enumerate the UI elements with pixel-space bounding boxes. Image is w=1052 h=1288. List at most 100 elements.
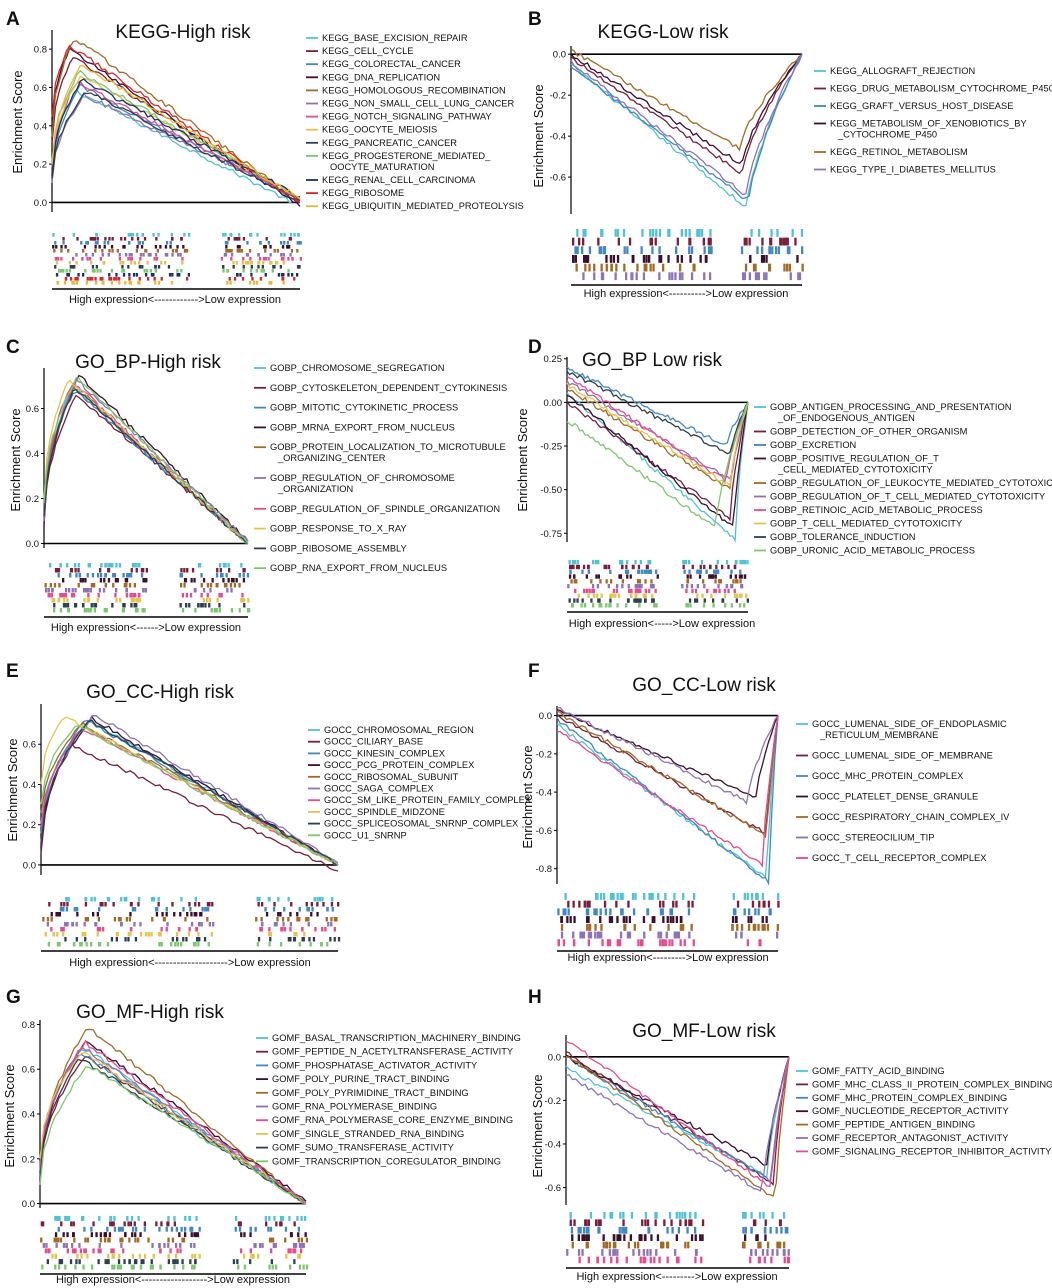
hit-tick xyxy=(316,897,319,902)
curve-h-4 xyxy=(565,1055,790,1197)
legend-label: _ORGANIZING_CENTER xyxy=(277,453,386,463)
hit-tick xyxy=(56,281,59,285)
hit-tick xyxy=(173,1216,176,1221)
hit-tick xyxy=(232,265,235,269)
hit-tick xyxy=(157,897,160,902)
hit-tick xyxy=(655,1249,658,1256)
hit-tick xyxy=(314,927,317,932)
legend-label: _CYTOCHROME_P450 xyxy=(837,130,937,140)
hit-tick xyxy=(150,1259,153,1265)
hit-tick xyxy=(736,923,739,931)
hit-tick xyxy=(294,1248,297,1254)
hit-tick xyxy=(596,593,599,598)
hit-tick xyxy=(577,1226,580,1234)
hit-tick xyxy=(91,265,95,269)
hit-tick xyxy=(280,927,283,932)
hit-tick xyxy=(637,584,640,589)
hit-tick xyxy=(230,233,233,237)
hit-tick xyxy=(173,912,176,917)
hit-tick xyxy=(76,277,79,281)
hit-tick xyxy=(147,932,150,937)
hit-tick xyxy=(567,584,570,589)
hit-tick xyxy=(750,1226,753,1234)
hit-tick xyxy=(108,249,111,253)
hit-tick xyxy=(76,1253,79,1259)
hit-tick xyxy=(708,272,712,281)
hit-tick xyxy=(273,922,277,927)
hit-tick xyxy=(662,900,665,908)
hit-tick xyxy=(134,1232,137,1238)
legend-label: _CELL_MEDIATED_CYTOTOXICITY xyxy=(777,465,932,475)
hit-tick xyxy=(671,1226,674,1234)
hit-tick xyxy=(743,574,747,579)
hit-tick xyxy=(116,249,119,253)
hit-tick xyxy=(145,249,148,253)
hit-tick xyxy=(264,245,267,249)
hit-tick xyxy=(147,277,150,281)
hit-tick xyxy=(768,263,772,272)
hit-tick xyxy=(188,233,191,237)
hit-tick xyxy=(268,897,271,902)
hit-tick xyxy=(289,1232,293,1238)
hit-tick xyxy=(657,931,660,939)
hit-tick xyxy=(128,253,131,257)
hit-tick xyxy=(268,1237,272,1243)
hit-tick xyxy=(216,568,219,573)
hit-tick xyxy=(242,573,245,578)
hit-tick xyxy=(72,593,76,598)
hit-tick xyxy=(614,1241,617,1249)
hit-tick xyxy=(592,588,595,594)
hit-tick xyxy=(125,583,128,588)
hit-tick xyxy=(112,902,115,907)
hit-tick xyxy=(304,1232,307,1238)
hit-tick xyxy=(621,560,624,565)
hit-tick xyxy=(119,1226,122,1232)
hit-tick xyxy=(123,603,126,608)
hit-tick xyxy=(210,932,213,937)
hit-tick xyxy=(582,564,586,570)
hit-tick xyxy=(62,241,65,245)
hit-tick xyxy=(46,1259,49,1265)
hit-tick xyxy=(623,1226,626,1234)
hit-tick xyxy=(678,1212,681,1219)
hit-tick xyxy=(225,249,228,253)
legend-label: GOBP_RESPONSE_TO_X_RAY xyxy=(270,524,407,534)
hit-tick xyxy=(84,917,87,922)
legend-item: GOBP_EXCRETION xyxy=(754,440,856,450)
hit-tick xyxy=(700,1256,703,1264)
hit-tick xyxy=(296,917,299,922)
hit-tick xyxy=(601,1249,604,1256)
hit-tick xyxy=(93,269,96,273)
hit-tick xyxy=(782,1212,786,1219)
hit-tick xyxy=(757,1241,760,1249)
hit-tick xyxy=(230,249,233,253)
hit-tick xyxy=(50,917,53,922)
hit-tick xyxy=(735,560,738,565)
hit-tick xyxy=(180,573,184,578)
hit-tick xyxy=(680,916,683,923)
hit-tick xyxy=(287,257,290,261)
hit-tick xyxy=(48,593,51,598)
hit-tick xyxy=(165,927,168,932)
hit-tick xyxy=(178,1232,181,1238)
legend-item: KEGG_COLORECTAL_CANCER xyxy=(306,59,461,69)
hit-tick xyxy=(82,1216,85,1221)
hit-tick xyxy=(112,1221,115,1227)
hit-tick xyxy=(627,900,630,908)
hit-tick xyxy=(156,907,159,912)
hit-tick xyxy=(578,237,581,246)
hit-tick xyxy=(270,281,273,285)
hit-tick xyxy=(610,1212,614,1219)
legend-label: GOCC_PCG_PROTEIN_COMPLEX xyxy=(324,760,474,770)
hit-tick xyxy=(238,1226,242,1232)
legend-item: GOMF_MHC_PROTEIN_COMPLEX_BINDING xyxy=(796,1093,1007,1103)
hit-tick xyxy=(90,942,93,947)
legend-item: GOCC_LUMENAL_SIDE_OF_ENDOPLASMIC_RETICUL… xyxy=(796,719,1007,740)
hit-tick xyxy=(169,241,172,245)
hit-tick xyxy=(69,265,72,269)
hit-tick xyxy=(60,249,63,253)
hit-tick xyxy=(99,269,102,273)
hit-tick xyxy=(255,917,258,922)
hit-tick xyxy=(242,269,245,273)
